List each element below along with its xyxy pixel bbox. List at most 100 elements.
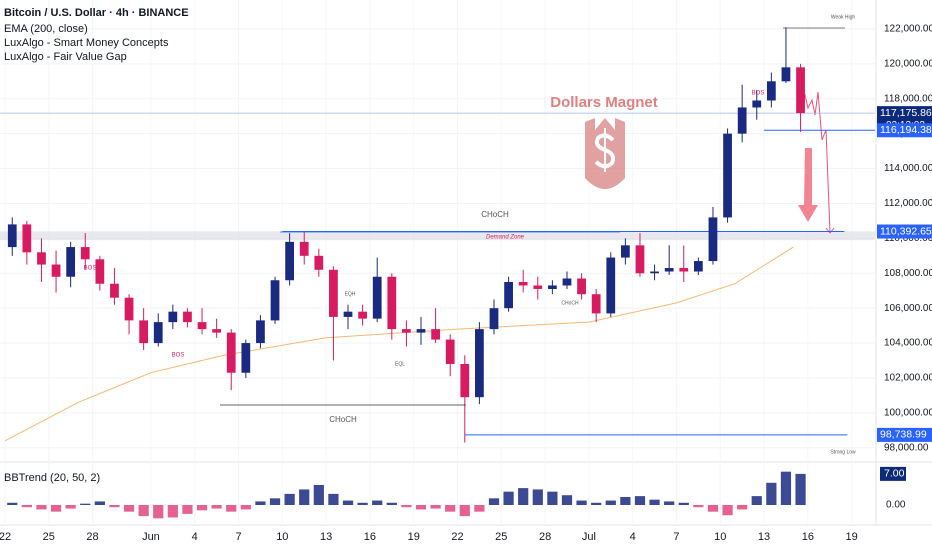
grid xyxy=(0,28,875,449)
x-tick-label: 25 xyxy=(495,531,507,543)
indicator-name: LuxAlgo - Fair Value Gap xyxy=(4,51,127,63)
indicator-name: EMA (200, close) xyxy=(4,23,88,35)
bbtrend-bar xyxy=(36,505,47,510)
annotation: CHoCH xyxy=(329,415,357,424)
candle-body xyxy=(197,322,207,330)
bbtrend-bar xyxy=(50,505,62,512)
x-tick-label: 7 xyxy=(673,531,679,543)
candle-body xyxy=(650,271,659,274)
x-tick-label: 25 xyxy=(43,531,55,543)
y-tick-label: 106,000.00 xyxy=(884,303,932,314)
candle-body xyxy=(445,339,455,365)
bbtrend-bar xyxy=(488,498,500,505)
bbtrend-bar xyxy=(386,502,397,505)
bbtrend-bar xyxy=(780,471,792,505)
indicator-name: BBTrend (20, 50, 2) xyxy=(4,472,100,484)
bbtrend-bar xyxy=(532,489,543,505)
demand-zone-label: Demand Zone xyxy=(486,234,525,240)
bbtrend-bar xyxy=(591,502,602,505)
bbtrend-bar xyxy=(430,505,441,509)
x-tick-label: 7 xyxy=(235,531,241,543)
candle-body xyxy=(489,308,499,330)
candle-body xyxy=(358,311,367,319)
bbtrend-bar xyxy=(707,505,719,512)
candle-body xyxy=(139,320,149,344)
candle-body xyxy=(37,252,46,265)
bbtrend-bar xyxy=(167,505,178,518)
demand-zone-area xyxy=(0,231,875,241)
bbtrend-bar xyxy=(65,505,76,509)
x-tick-label: 10 xyxy=(276,531,288,543)
bbtrend-bar xyxy=(240,505,251,510)
annotation: CHoCH xyxy=(481,210,509,219)
bbtrend-bar xyxy=(766,482,777,505)
candle-body xyxy=(548,285,557,289)
candle-body xyxy=(153,322,163,344)
candle-body xyxy=(226,332,236,373)
annotation: BOS xyxy=(752,91,765,97)
candle-body xyxy=(80,247,90,260)
candle-body xyxy=(664,268,674,272)
candle-body xyxy=(766,81,776,101)
bbtrend-bar xyxy=(561,495,573,505)
candle-body xyxy=(124,297,134,321)
x-tick-label: 19 xyxy=(846,531,858,543)
candle-body xyxy=(387,276,397,330)
candle-body xyxy=(475,329,484,398)
bbtrend-bar xyxy=(678,502,689,505)
bbtrend-bar xyxy=(328,493,339,505)
candle-body xyxy=(591,294,601,314)
candle-body xyxy=(95,259,105,284)
candle-body xyxy=(708,217,718,262)
bbtrend-bar xyxy=(751,496,762,505)
y-tick-label: 120,000.00 xyxy=(884,58,932,69)
candle-body xyxy=(737,107,747,134)
bbtrend-bar xyxy=(153,505,164,519)
bbtrend-bar xyxy=(226,505,237,512)
projection-arrowhead xyxy=(825,227,835,234)
candle-body xyxy=(577,278,586,295)
bbtrend-bar xyxy=(211,505,222,509)
candle-body xyxy=(606,257,616,314)
bbtrend-bar xyxy=(299,489,310,505)
candle-body xyxy=(241,343,251,373)
candle-body xyxy=(51,264,61,277)
candle-body xyxy=(212,329,222,333)
x-tick-label: 16 xyxy=(802,531,814,543)
price-label: 98,738.99 xyxy=(880,429,927,441)
candle-body xyxy=(679,268,689,272)
bbtrend-bar xyxy=(693,505,704,508)
x-tick-label: 22 xyxy=(451,531,463,543)
bbtrend-bar xyxy=(620,497,631,505)
candle-body xyxy=(183,311,192,323)
x-tick-label: 22 xyxy=(0,531,11,543)
logo xyxy=(585,118,625,189)
indicator-name: LuxAlgo - Smart Money Concepts xyxy=(4,37,169,49)
bbtrend-label-box xyxy=(880,466,906,481)
candle-body xyxy=(402,329,411,333)
candle-body xyxy=(504,281,513,309)
y-tick-label: 118,000.00 xyxy=(884,93,932,104)
bbtrend-bar xyxy=(576,500,587,505)
bbtrend-label: 7.00 xyxy=(884,468,905,480)
price-label-box xyxy=(877,224,932,239)
y-tick-label: 98,000.00 xyxy=(884,442,929,453)
annotation: EQH xyxy=(345,291,356,297)
annotation: CHoCH xyxy=(561,300,579,306)
bbtrend-bar xyxy=(737,505,748,510)
y-tick-label: 108,000.00 xyxy=(884,268,932,279)
candle-body xyxy=(329,269,338,317)
candle-body xyxy=(372,276,382,319)
bbtrend-bar xyxy=(474,505,485,512)
candle-body xyxy=(533,285,543,289)
candle-body xyxy=(256,320,265,344)
candle-body xyxy=(270,280,280,321)
bbtrend-bar xyxy=(94,501,105,505)
bbtrend-bar xyxy=(664,501,675,505)
bbtrend-bar xyxy=(518,488,529,505)
candle-body xyxy=(635,245,645,274)
price-label: 110,392.65 xyxy=(880,225,932,237)
bbtrend-bar xyxy=(313,485,324,505)
annotation: Weak High xyxy=(831,14,856,20)
